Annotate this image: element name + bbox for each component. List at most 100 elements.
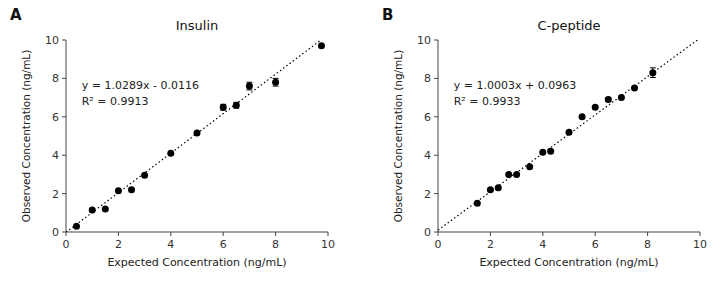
y-tick <box>62 78 66 79</box>
y-tick <box>62 40 66 41</box>
x-tick-label: 6 <box>592 238 599 251</box>
x-tick <box>275 232 276 236</box>
point <box>220 104 227 111</box>
point <box>495 184 502 191</box>
y-axis-line <box>438 40 439 232</box>
fit-line <box>438 40 700 230</box>
point <box>233 102 240 109</box>
x-tick <box>66 232 67 236</box>
y-tick-label: 10 <box>417 34 431 47</box>
x-tick-label: 0 <box>435 238 442 251</box>
y-tick <box>62 232 66 233</box>
y-tick <box>62 193 66 194</box>
y-tick-label: 6 <box>52 111 59 124</box>
x-tick-label: 8 <box>272 238 279 251</box>
x-tick-label: 4 <box>539 238 546 251</box>
y-tick-label: 8 <box>52 72 59 85</box>
point <box>539 149 546 156</box>
point <box>102 205 109 212</box>
panel: 02468100246810y = 1.0289x - 0.0116R² = 0… <box>10 6 335 269</box>
error-bar-cap <box>650 77 656 78</box>
x-tick <box>438 232 439 236</box>
x-tick <box>647 232 648 236</box>
y-tick <box>434 78 438 79</box>
y-tick <box>434 193 438 194</box>
x-tick-label: 4 <box>167 238 174 251</box>
x-tick <box>595 232 596 236</box>
error-bar <box>233 102 239 108</box>
x-tick <box>118 232 119 236</box>
y-tick <box>434 40 438 41</box>
x-tick-label: 2 <box>115 238 122 251</box>
x-tick-label: 8 <box>644 238 651 251</box>
plot-area <box>66 40 328 232</box>
y-tick-label: 2 <box>52 188 59 201</box>
x-tick <box>542 232 543 236</box>
panel-label: B <box>382 6 393 24</box>
point <box>318 42 325 49</box>
y-tick-label: 6 <box>424 111 431 124</box>
x-tick <box>170 232 171 236</box>
figure: 0 2 4 6 8 10 0 2 4 6 8 10 y = 1.0289x - 0.0116 R² = 0… <box>0 0 724 296</box>
annotation: y = 1.0289x - 0.0116 <box>82 79 199 92</box>
point <box>631 85 638 92</box>
point <box>167 150 174 157</box>
x-axis-label: Expected Concentration (ng/mL) <box>479 256 658 269</box>
point <box>566 129 573 136</box>
point <box>89 206 96 213</box>
point <box>526 163 533 170</box>
point <box>547 148 554 155</box>
x-tick <box>223 232 224 236</box>
plot-area <box>438 40 700 230</box>
point <box>272 79 279 86</box>
point <box>487 186 494 193</box>
chart-container: 0 2 4 6 8 10 0 2 4 6 8 10 y = 1.0289x - 0.0116 R² = 0… <box>0 0 724 296</box>
y-tick-label: 8 <box>424 72 431 85</box>
y-tick-label: 10 <box>45 34 59 47</box>
point <box>115 187 122 194</box>
y-tick-label: 2 <box>424 188 431 201</box>
background <box>0 0 724 296</box>
point <box>592 104 599 111</box>
error-bar <box>246 82 252 90</box>
point <box>649 69 656 76</box>
y-tick-label: 0 <box>424 226 431 239</box>
x-tick-label: 6 <box>220 238 227 251</box>
panel: 02468100246810y = 1.0003x + 0.0963R² = 0… <box>382 6 707 269</box>
error-bar <box>220 104 226 110</box>
point <box>579 113 586 120</box>
point <box>194 130 201 137</box>
y-axis-line <box>66 40 67 232</box>
point <box>128 186 135 193</box>
panel-label: A <box>10 6 22 24</box>
point <box>73 223 80 230</box>
y-axis-label: Observed Concentration (ng/mL) <box>20 50 32 223</box>
y-tick-label: 4 <box>424 149 431 162</box>
x-axis-line <box>438 232 700 233</box>
x-tick <box>700 232 701 236</box>
y-tick-label: 0 <box>52 226 59 239</box>
x-axis-label: Expected Concentration (ng/mL) <box>107 256 286 269</box>
annotation: y = 1.0003x + 0.0963 <box>454 79 576 92</box>
point <box>141 172 148 179</box>
point <box>618 94 625 101</box>
fit-line <box>66 40 328 232</box>
y-tick <box>62 116 66 117</box>
point <box>474 200 481 207</box>
y-tick <box>434 232 438 233</box>
title: Insulin <box>176 18 219 33</box>
error-bar <box>650 68 656 78</box>
annotation: R² = 0.9913 <box>82 95 149 108</box>
point <box>246 83 253 90</box>
x-tick-label: 2 <box>487 238 494 251</box>
x-tick-label: 10 <box>321 238 335 251</box>
point <box>605 96 612 103</box>
y-tick <box>434 155 438 156</box>
x-tick <box>328 232 329 236</box>
y-axis-label: Observed Concentration (ng/mL) <box>392 50 404 223</box>
point <box>513 171 520 178</box>
y-tick <box>62 155 66 156</box>
x-tick-label: 0 <box>63 238 70 251</box>
error-bar <box>273 78 279 86</box>
x-tick <box>490 232 491 236</box>
